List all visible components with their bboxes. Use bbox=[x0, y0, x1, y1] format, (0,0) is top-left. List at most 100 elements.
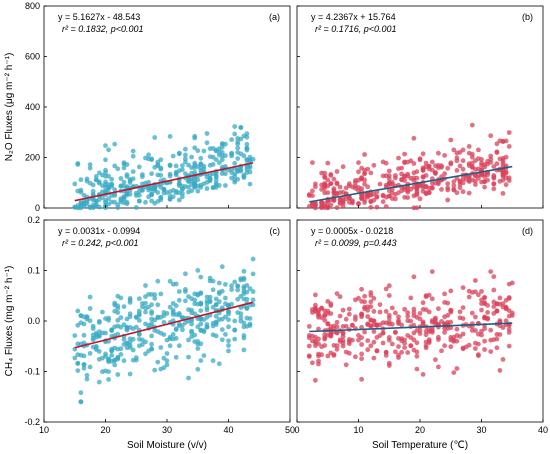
data-point bbox=[219, 316, 225, 322]
data-point bbox=[405, 313, 411, 319]
data-point bbox=[396, 352, 401, 358]
data-point bbox=[170, 281, 176, 287]
data-point bbox=[460, 158, 466, 164]
data-point bbox=[210, 185, 216, 190]
data-point bbox=[241, 347, 247, 353]
data-point bbox=[72, 333, 78, 338]
data-point bbox=[445, 326, 451, 331]
data-point bbox=[226, 324, 231, 330]
data-point bbox=[238, 311, 244, 317]
data-point bbox=[176, 289, 182, 294]
data-point bbox=[353, 314, 358, 319]
data-point bbox=[204, 298, 210, 304]
data-point bbox=[497, 318, 503, 323]
data-point bbox=[124, 316, 130, 322]
data-point bbox=[93, 334, 99, 340]
data-point bbox=[310, 310, 315, 315]
data-point bbox=[241, 296, 247, 302]
data-point bbox=[356, 169, 361, 175]
data-point bbox=[173, 326, 179, 332]
data-point bbox=[183, 298, 188, 304]
data-point bbox=[405, 189, 411, 195]
data-point bbox=[414, 353, 420, 359]
data-point bbox=[325, 299, 331, 304]
data-point bbox=[112, 324, 118, 330]
data-point bbox=[454, 168, 460, 173]
data-point bbox=[109, 353, 115, 358]
data-point bbox=[115, 166, 121, 172]
data-point bbox=[201, 317, 207, 322]
data-point bbox=[201, 166, 207, 172]
data-point bbox=[466, 163, 472, 169]
data-point bbox=[241, 324, 247, 330]
data-point bbox=[322, 312, 328, 318]
data-point bbox=[343, 185, 349, 191]
data-point bbox=[133, 205, 139, 210]
data-point bbox=[124, 345, 130, 351]
data-point bbox=[362, 304, 367, 310]
data-point bbox=[149, 171, 155, 177]
data-point bbox=[469, 177, 475, 183]
data-point bbox=[482, 338, 487, 344]
data-point bbox=[482, 326, 487, 332]
data-point bbox=[106, 317, 111, 323]
data-point bbox=[140, 337, 145, 343]
regression-equation: y = 4.2367x + 15.764 bbox=[311, 12, 396, 22]
data-point bbox=[491, 186, 497, 192]
data-point bbox=[75, 361, 81, 366]
data-point bbox=[136, 318, 142, 323]
data-point bbox=[198, 155, 204, 161]
data-point bbox=[362, 181, 367, 187]
data-point bbox=[491, 181, 497, 187]
data-point bbox=[112, 141, 118, 147]
data-point bbox=[149, 316, 155, 322]
data-point bbox=[158, 184, 164, 190]
data-point bbox=[377, 309, 383, 315]
data-point bbox=[109, 193, 115, 199]
data-point bbox=[241, 175, 247, 181]
data-point bbox=[383, 204, 389, 209]
data-point bbox=[365, 314, 371, 319]
data-point bbox=[405, 350, 411, 355]
data-point bbox=[506, 130, 512, 135]
data-point bbox=[334, 205, 340, 211]
data-point bbox=[497, 295, 503, 301]
data-point bbox=[167, 173, 173, 179]
data-point bbox=[170, 153, 176, 159]
data-point bbox=[405, 185, 411, 190]
data-point bbox=[152, 135, 158, 140]
data-point bbox=[223, 183, 228, 188]
data-point bbox=[368, 343, 374, 349]
data-point bbox=[506, 281, 512, 287]
data-point bbox=[420, 372, 426, 377]
data-point bbox=[250, 289, 256, 294]
data-point bbox=[340, 204, 346, 209]
data-point bbox=[417, 331, 423, 336]
data-point bbox=[155, 159, 161, 165]
data-point bbox=[476, 156, 481, 162]
data-point bbox=[167, 196, 173, 202]
data-point bbox=[500, 301, 506, 307]
data-point bbox=[118, 199, 124, 205]
data-point bbox=[377, 181, 383, 187]
data-point bbox=[167, 334, 173, 340]
data-point bbox=[313, 343, 318, 349]
data-point bbox=[173, 312, 179, 317]
data-point bbox=[479, 162, 484, 168]
data-point bbox=[229, 301, 235, 307]
data-point bbox=[195, 188, 201, 194]
data-point bbox=[72, 181, 78, 187]
data-point bbox=[473, 328, 478, 333]
data-point bbox=[213, 333, 219, 339]
data-point bbox=[451, 334, 457, 340]
data-point bbox=[408, 295, 414, 301]
data-point bbox=[343, 316, 349, 322]
data-point bbox=[78, 177, 84, 183]
data-point bbox=[420, 174, 426, 180]
data-point bbox=[161, 332, 167, 337]
data-point bbox=[210, 154, 216, 160]
data-point bbox=[229, 287, 235, 292]
data-point bbox=[198, 161, 204, 167]
data-point bbox=[362, 152, 367, 157]
data-point bbox=[503, 138, 509, 144]
